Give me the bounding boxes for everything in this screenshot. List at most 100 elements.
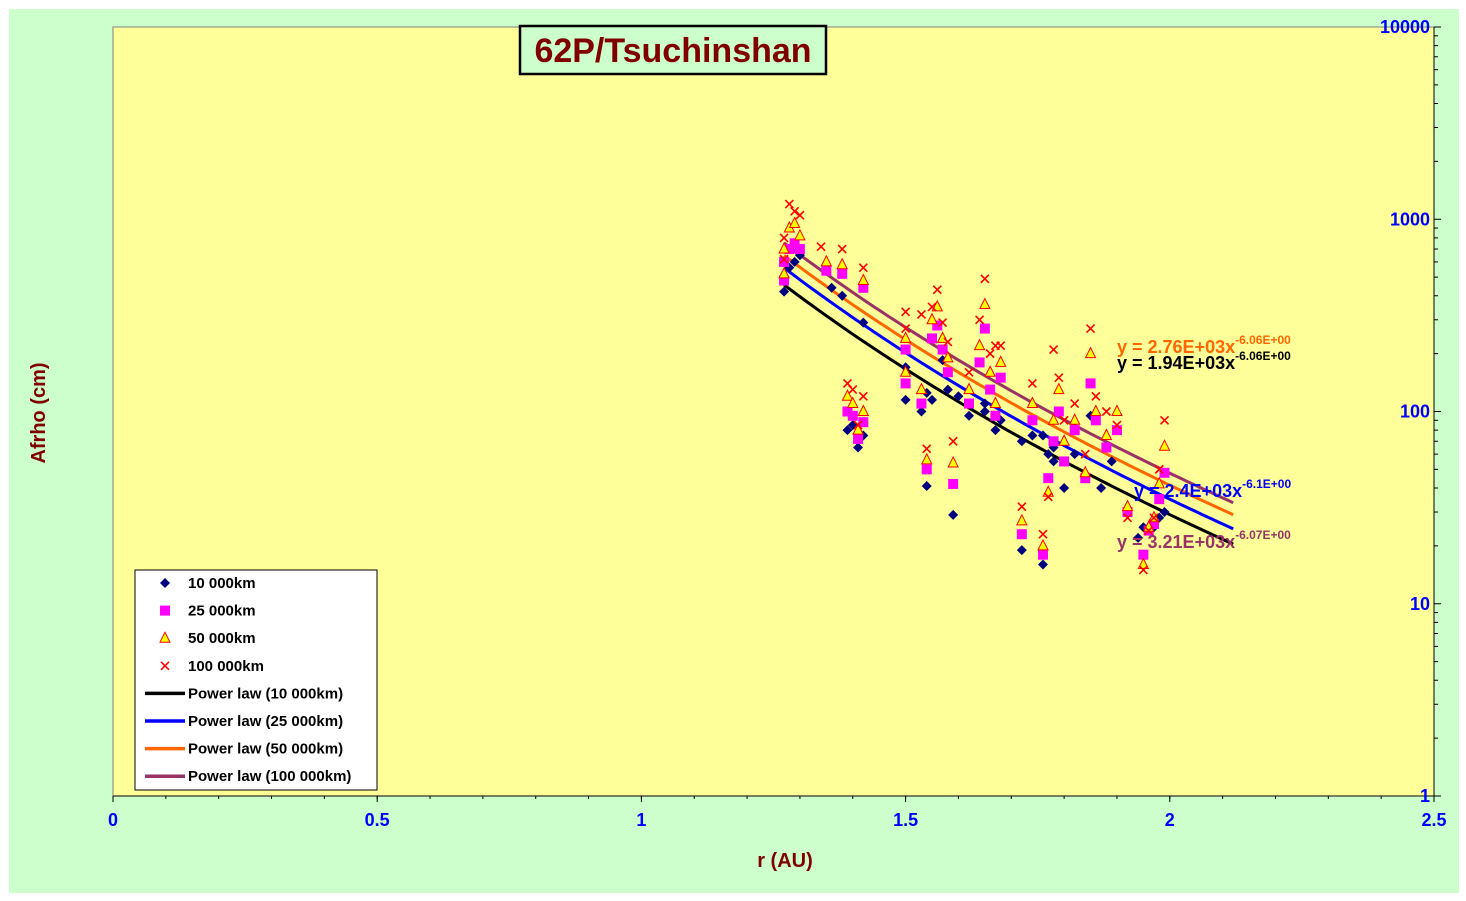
fit-equation: y = 3.21E+03x-6.07E+00 [1117,528,1291,552]
data-point [821,265,832,276]
data-point [942,367,953,378]
data-point [1154,494,1165,505]
data-point [942,350,954,363]
x-marker-stroke [858,263,868,273]
data-point [794,244,805,255]
x-marker-stroke [1144,526,1154,536]
data-point [1043,492,1053,502]
data-point [916,398,927,409]
legend-label: 10 000km [188,575,256,592]
data-point [948,436,958,446]
x-marker-stroke [853,420,863,430]
data-point [926,312,938,325]
x-marker-stroke [779,254,789,264]
data-point [837,290,848,301]
x-marker-stroke [795,210,805,220]
data-point [1070,398,1080,409]
x-marker-stroke [980,274,990,284]
data-point [1058,434,1070,446]
data-point [1027,430,1038,441]
data-point [900,378,911,389]
data-point [1016,513,1028,526]
data-point [1059,456,1070,467]
x-marker-stroke [1080,449,1090,459]
x-marker-stroke [1159,415,1170,425]
x-marker-stroke [1043,492,1053,502]
x-marker-stroke [901,324,911,334]
data-point [937,344,948,355]
data-point [1122,507,1133,518]
x-marker-stroke [996,341,1006,351]
y-tick-label: 1 [1420,786,1430,806]
data-point [846,396,859,409]
data-point [858,391,868,401]
x-marker-stroke [985,349,995,359]
data-point [1053,382,1065,395]
data-point [779,275,790,286]
x-tick-label: 2 [1165,810,1175,830]
data-point [853,442,864,453]
data-point [1027,415,1038,426]
data-point [900,344,911,355]
data-point [921,480,932,491]
data-point [984,365,996,377]
x-marker-stroke [1091,391,1101,401]
data-point [927,333,938,344]
data-point [1100,428,1113,441]
data-point [1043,449,1054,460]
data-point [901,307,911,317]
y-tick-label: 1000 [1390,209,1430,229]
x-marker-stroke [160,661,170,671]
data-point [899,331,912,343]
fit-equation: y = 2.76E+03x-6.06E+00 [1117,333,1291,357]
data-point [920,452,933,465]
data-point [979,323,990,334]
data-point [795,210,805,220]
data-point [964,410,975,421]
y-axis-title: Afrho (cm) [28,362,50,463]
data-point [938,318,948,328]
data-point [901,324,911,334]
data-point [837,244,847,254]
x-marker-stroke [1017,502,1027,512]
data-point [1111,404,1123,416]
data-point [1038,529,1048,539]
data-point [1091,391,1101,401]
data-point [975,315,985,325]
data-point [990,410,1001,421]
fit-equation: y = 1.94E+03x-6.06E+00 [1117,349,1291,373]
data-point [1047,413,1060,425]
data-point [779,233,789,243]
data-point [779,256,790,267]
data-point [1080,473,1091,484]
x-marker-stroke [784,199,794,209]
data-point [1138,549,1149,560]
data-point [852,423,864,435]
data-point [841,389,854,401]
data-point [1017,502,1027,512]
x-marker-stroke [1054,373,1064,383]
data-point [1153,476,1166,489]
x-marker-stroke [1138,565,1148,575]
data-point [1080,449,1090,459]
legend-box [134,569,378,791]
x-tick-label: 0.5 [365,810,390,830]
data-point [1027,378,1037,388]
data-point [858,317,869,328]
data-point [916,309,927,319]
data-point [1037,430,1048,441]
x-tick-label: 0 [108,810,118,830]
data-point [788,216,801,229]
x-marker-stroke [842,378,853,388]
data-point [784,244,795,255]
data-point [779,254,789,264]
y-tick-label: 10 [1410,594,1430,614]
data-point [857,273,870,286]
data-point [1144,526,1154,536]
data-point [790,206,800,216]
fit-line [783,266,1234,531]
x-marker-stroke [848,385,858,395]
data-point [1048,456,1059,467]
data-point [1059,483,1070,494]
